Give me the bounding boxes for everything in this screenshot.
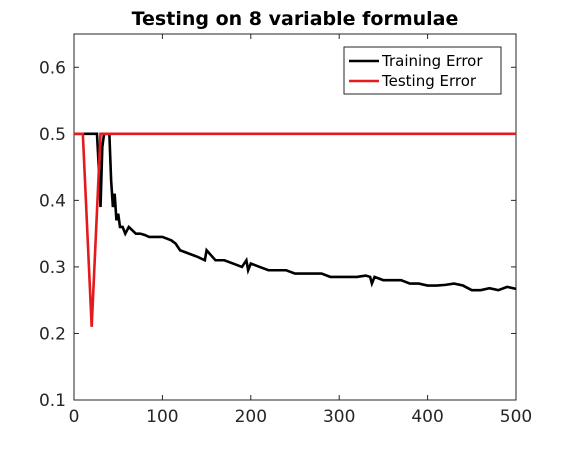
y-tick-label: 0.1 — [39, 391, 66, 411]
chart-title: Testing on 8 variable formulae — [132, 8, 459, 30]
y-tick-label: 0.6 — [39, 58, 66, 78]
x-tick-label: 300 — [323, 407, 355, 427]
y-tick-label: 0.5 — [39, 125, 66, 145]
y-tick-label: 0.4 — [39, 191, 66, 211]
x-tick-label: 200 — [235, 407, 267, 427]
y-tick-label: 0.3 — [39, 258, 66, 278]
legend: Training Error Testing Error — [344, 47, 501, 94]
legend-label: Testing Error — [381, 72, 477, 90]
x-tick-label: 0 — [69, 407, 80, 427]
x-tick-label: 100 — [146, 407, 178, 427]
y-tick-label: 0.2 — [39, 324, 66, 344]
legend-label: Training Error — [381, 52, 483, 70]
x-tick-label: 500 — [500, 407, 532, 427]
x-tick-label: 400 — [411, 407, 443, 427]
